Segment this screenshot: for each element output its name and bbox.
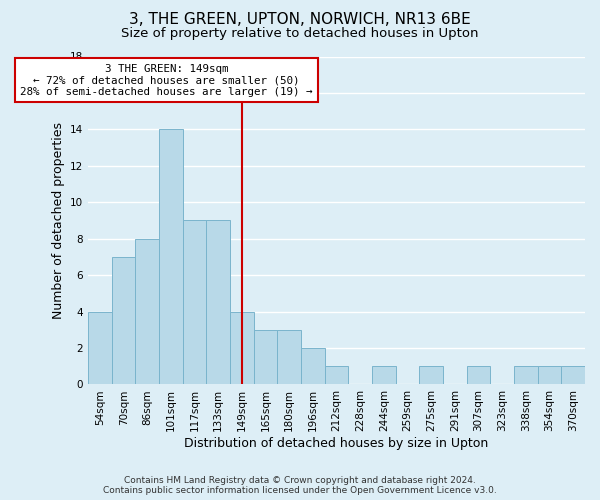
Text: 3 THE GREEN: 149sqm
← 72% of detached houses are smaller (50)
28% of semi-detach: 3 THE GREEN: 149sqm ← 72% of detached ho… <box>20 64 313 97</box>
Bar <box>325 366 349 384</box>
X-axis label: Distribution of detached houses by size in Upton: Distribution of detached houses by size … <box>184 437 489 450</box>
Bar <box>254 330 277 384</box>
Bar <box>112 257 136 384</box>
Bar <box>183 220 206 384</box>
Bar <box>372 366 396 384</box>
Bar <box>230 312 254 384</box>
Bar <box>159 130 183 384</box>
Text: Contains HM Land Registry data © Crown copyright and database right 2024.: Contains HM Land Registry data © Crown c… <box>124 476 476 485</box>
Bar <box>538 366 562 384</box>
Bar <box>206 220 230 384</box>
Bar <box>467 366 490 384</box>
Bar <box>136 238 159 384</box>
Y-axis label: Number of detached properties: Number of detached properties <box>52 122 65 319</box>
Bar <box>301 348 325 385</box>
Bar <box>277 330 301 384</box>
Bar <box>562 366 585 384</box>
Bar <box>514 366 538 384</box>
Text: Size of property relative to detached houses in Upton: Size of property relative to detached ho… <box>121 28 479 40</box>
Text: 3, THE GREEN, UPTON, NORWICH, NR13 6BE: 3, THE GREEN, UPTON, NORWICH, NR13 6BE <box>129 12 471 28</box>
Text: Contains public sector information licensed under the Open Government Licence v3: Contains public sector information licen… <box>103 486 497 495</box>
Bar <box>88 312 112 384</box>
Bar <box>419 366 443 384</box>
